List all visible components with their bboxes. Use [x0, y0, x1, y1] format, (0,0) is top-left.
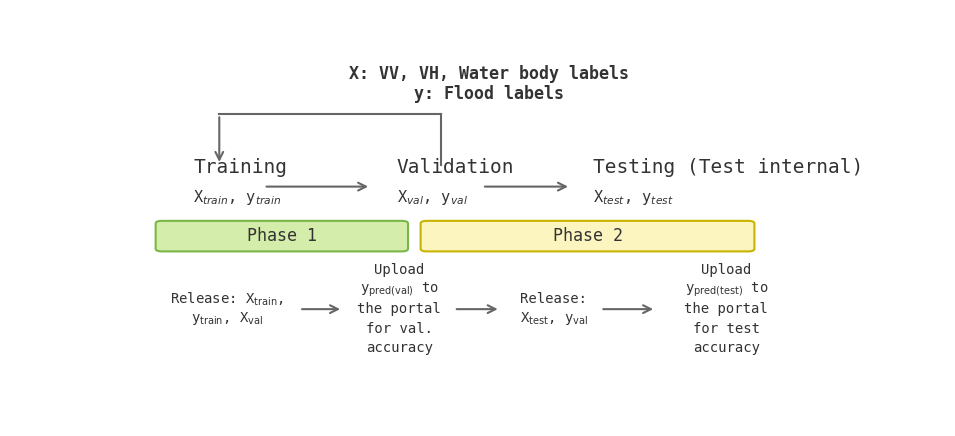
Text: the portal: the portal — [357, 302, 441, 316]
Text: X$_{test}$, y$_{test}$: X$_{test}$, y$_{test}$ — [593, 187, 674, 207]
Text: Phase 2: Phase 2 — [553, 227, 623, 245]
FancyBboxPatch shape — [156, 221, 408, 252]
Text: the portal: the portal — [685, 302, 768, 316]
Text: Validation: Validation — [397, 158, 515, 177]
Text: X$_\mathrm{test}$, y$_\mathrm{val}$: X$_\mathrm{test}$, y$_\mathrm{val}$ — [520, 310, 588, 327]
Text: Upload: Upload — [374, 263, 424, 277]
Text: Phase 1: Phase 1 — [246, 227, 317, 245]
Text: accuracy: accuracy — [692, 341, 760, 355]
Text: for val.: for val. — [366, 322, 433, 336]
Text: Release: X$_\mathrm{train}$,: Release: X$_\mathrm{train}$, — [170, 291, 284, 308]
Text: y: Flood labels: y: Flood labels — [414, 85, 564, 103]
Text: y$_\mathrm{pred(val)}$ to: y$_\mathrm{pred(val)}$ to — [359, 280, 438, 299]
Text: X$_{val}$, y$_{val}$: X$_{val}$, y$_{val}$ — [397, 187, 468, 207]
Text: for test: for test — [692, 322, 760, 336]
Text: accuracy: accuracy — [366, 341, 433, 355]
Text: X$_{train}$, y$_{train}$: X$_{train}$, y$_{train}$ — [193, 187, 282, 207]
Text: Training: Training — [193, 158, 287, 177]
Text: y$_\mathrm{train}$, X$_\mathrm{val}$: y$_\mathrm{train}$, X$_\mathrm{val}$ — [191, 310, 263, 327]
Text: Upload: Upload — [701, 263, 752, 277]
Text: Release:: Release: — [520, 293, 587, 307]
Text: y$_\mathrm{pred(test)}$ to: y$_\mathrm{pred(test)}$ to — [685, 280, 768, 299]
Text: Testing (Test internal): Testing (Test internal) — [593, 158, 863, 177]
FancyBboxPatch shape — [420, 221, 754, 252]
Text: X: VV, VH, Water body labels: X: VV, VH, Water body labels — [350, 65, 629, 83]
